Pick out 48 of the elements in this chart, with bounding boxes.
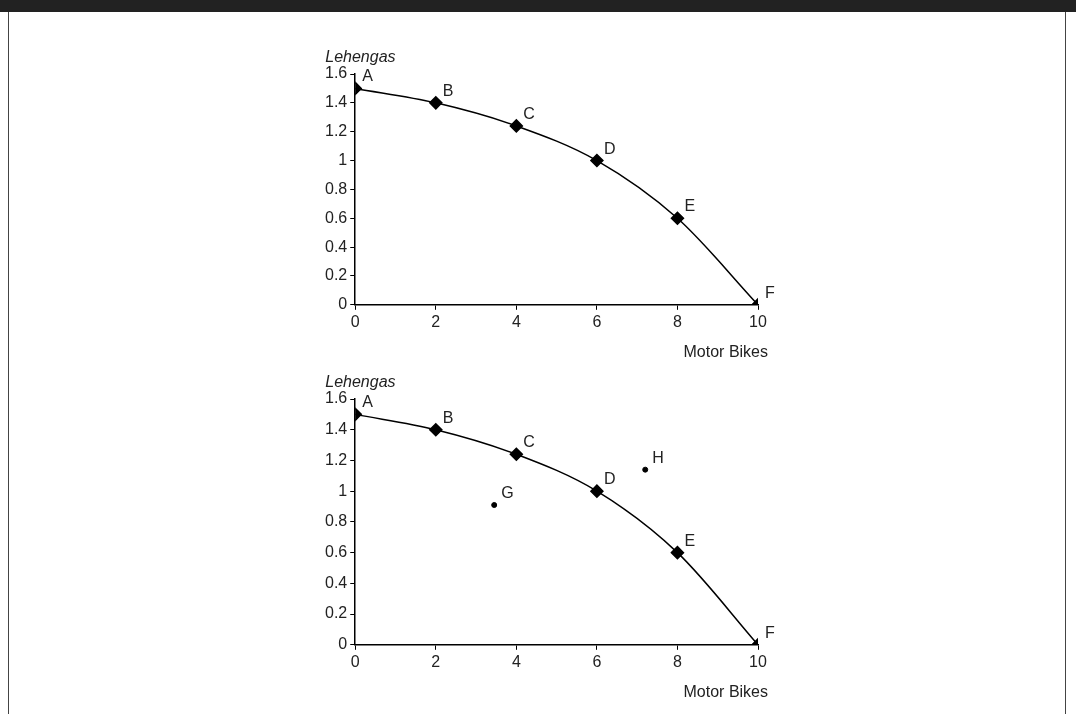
y-tick-label: 1.6 bbox=[324, 389, 348, 407]
x-tick-label: 10 bbox=[749, 652, 767, 670]
y-tick-label: 0.2 bbox=[324, 604, 348, 622]
annotation: A bbox=[362, 67, 374, 85]
x-tick-label: 0 bbox=[350, 652, 360, 670]
y-tick-label: 1.2 bbox=[324, 122, 348, 140]
annotation: E bbox=[684, 197, 696, 215]
y-tick-label: 1 bbox=[338, 150, 348, 168]
annotation: D bbox=[603, 139, 616, 157]
y-tick-label: 0.4 bbox=[324, 573, 348, 591]
y-tick-label: 1 bbox=[338, 481, 348, 499]
x-tick-label: 10 bbox=[749, 312, 767, 330]
x-tick-label: 6 bbox=[592, 312, 602, 330]
y-tick-label: 0 bbox=[338, 295, 348, 313]
x-axis-title: Motor Bikes bbox=[683, 343, 768, 360]
x-axis-title: Motor Bikes bbox=[683, 683, 768, 700]
annotation: F bbox=[765, 283, 775, 301]
annotation: C bbox=[523, 433, 535, 451]
annotation: H bbox=[652, 448, 664, 466]
annotation: B bbox=[442, 81, 454, 99]
y-tick-label: 1.4 bbox=[324, 93, 348, 111]
y-tick-label: 0.6 bbox=[324, 543, 348, 561]
annotation: E bbox=[684, 531, 696, 549]
y-tick-label: 0.4 bbox=[324, 237, 348, 255]
x-tick-label: 0 bbox=[350, 312, 360, 330]
x-tick-label: 8 bbox=[673, 312, 682, 330]
x-tick-label: 6 bbox=[592, 652, 602, 670]
y-tick-label: 0.8 bbox=[324, 179, 348, 197]
x-tick-label: 8 bbox=[673, 652, 682, 670]
y-tick-label: 0.2 bbox=[324, 266, 348, 284]
annotation: A bbox=[362, 393, 374, 411]
y-tick-label: 0.8 bbox=[324, 512, 348, 530]
x-tick-label: 4 bbox=[511, 312, 521, 330]
annotation: C bbox=[523, 104, 535, 122]
x-tick-label: 4 bbox=[511, 652, 521, 670]
annotation: B bbox=[442, 408, 454, 426]
annotation: D bbox=[603, 470, 616, 488]
x-tick-label: 2 bbox=[431, 312, 441, 330]
annotation: G bbox=[501, 484, 514, 501]
y-tick-label: 1.2 bbox=[324, 450, 348, 468]
annotation: F bbox=[765, 623, 775, 641]
y-tick-label: 1.6 bbox=[324, 64, 348, 82]
y-axis-title: Lehengas bbox=[325, 48, 396, 65]
y-tick-label: 1.4 bbox=[324, 420, 348, 438]
x-tick-label: 2 bbox=[431, 652, 441, 670]
y-tick-label: 0.6 bbox=[324, 208, 348, 226]
y-axis-title: Lehengas bbox=[325, 373, 396, 390]
y-tick-label: 0 bbox=[338, 635, 348, 653]
